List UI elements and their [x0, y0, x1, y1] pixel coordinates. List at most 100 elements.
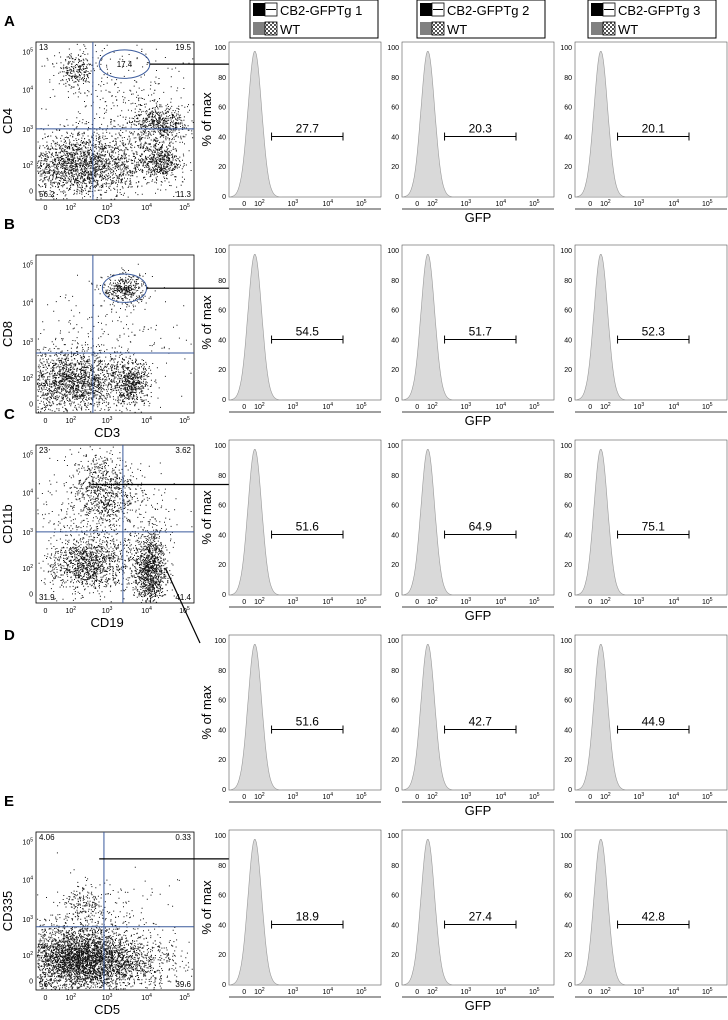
legend-swatch-wt-filled: [420, 22, 432, 35]
y-tick-label: 80: [391, 863, 399, 870]
x-tick-label: 103: [288, 597, 299, 606]
x-tick-label: 0: [44, 995, 48, 1002]
y-tick-label: 20: [218, 562, 226, 569]
x-axis-label: CD3: [94, 425, 120, 440]
y-tick-label: 100: [214, 833, 226, 840]
wt-histogram: [574, 51, 727, 198]
y-tick-label: 103: [22, 528, 33, 537]
positive-percentage: 54.5: [296, 325, 320, 339]
x-tick-label: 0: [415, 794, 419, 801]
x-tick-label: 0: [415, 201, 419, 208]
histogram-A-3: 20.1 0 20 40 60 80 100 0 102 103 104 105: [560, 42, 728, 210]
y-tick-label: 20: [391, 562, 399, 569]
x-tick-label: 102: [600, 597, 611, 606]
y-tick-label: 100: [387, 45, 399, 52]
y-tick-label: 100: [560, 248, 572, 255]
y-tick-label: 60: [218, 698, 226, 705]
legend-label-tg: CB2-GFPTg 3: [618, 3, 700, 18]
y-tick-label: 20: [391, 164, 399, 171]
y-tick-label: 20: [218, 952, 226, 959]
y-tick-label: 40: [218, 134, 226, 141]
x-tick-label: 105: [702, 402, 713, 411]
y-tick-label: 40: [391, 922, 399, 929]
y-tick-label: 60: [391, 698, 399, 705]
x-tick-label: 104: [496, 199, 507, 208]
panel-letter: C: [4, 406, 15, 423]
y-tick-label: 20: [564, 757, 572, 764]
y-tick-label: 40: [564, 337, 572, 344]
y-tick-label: 102: [22, 374, 33, 383]
positive-percentage: 51.6: [296, 715, 320, 729]
x-axis-label: CD3: [94, 212, 120, 227]
x-axis-label: GFP: [465, 998, 492, 1013]
y-tick-label: 105: [22, 450, 33, 459]
x-tick-label: 104: [323, 199, 334, 208]
histogram-C-1: 51.6 0 20 40 60 80 100 0 102 103 104 105 % of max: [199, 440, 382, 608]
y-tick-label: 80: [564, 863, 572, 870]
x-tick-label: 0: [415, 599, 419, 606]
x-tick-label: 103: [102, 606, 113, 615]
y-tick-label: 60: [391, 503, 399, 510]
x-tick-label: 103: [461, 597, 472, 606]
y-tick-label: 0: [29, 979, 33, 986]
y-tick-label: 60: [218, 308, 226, 315]
legend-swatch-wt-filled: [591, 22, 603, 35]
y-tick-label: 100: [560, 45, 572, 52]
legend-label-wt: WT: [280, 22, 300, 37]
x-tick-label: 0: [242, 404, 246, 411]
y-tick-label: 0: [568, 397, 572, 404]
x-tick-label: 0: [242, 599, 246, 606]
legend-box: CB2-GFPTg 3 WT: [587, 0, 717, 39]
x-tick-label: 104: [669, 597, 680, 606]
plot-frame: [35, 831, 195, 991]
y-tick-label: 60: [564, 503, 572, 510]
legend-swatch-wt-hatched: [264, 21, 278, 36]
x-tick-label: 104: [323, 987, 334, 996]
legend-swatch-tg-filled: [420, 3, 432, 16]
x-tick-label: 105: [702, 987, 713, 996]
x-tick-label: 104: [496, 402, 507, 411]
y-tick-label: 0: [222, 397, 226, 404]
y-tick-label: 20: [391, 757, 399, 764]
y-tick-label: 80: [564, 75, 572, 82]
y-tick-label: 40: [391, 134, 399, 141]
x-tick-label: 102: [65, 203, 76, 212]
x-tick-label: 102: [65, 416, 76, 425]
legend-label-tg: CB2-GFPTg 2: [447, 3, 529, 18]
x-tick-label: 102: [65, 993, 76, 1002]
x-tick-label: 103: [461, 987, 472, 996]
histogram-E-3: 42.8 0 20 40 60 80 100 0 102 103 104 105: [560, 830, 728, 998]
histogram-A-1: 27.7 0 20 40 60 80 100 0 102 103 104 105 % of max: [199, 42, 382, 210]
x-tick-label: 104: [669, 402, 680, 411]
x-tick-label: 103: [634, 199, 645, 208]
quadrant-value-lr: 11.3: [176, 190, 192, 199]
x-tick-label: 105: [702, 792, 713, 801]
x-tick-label: 0: [588, 404, 592, 411]
x-axis-label: GFP: [465, 803, 492, 818]
legend-label-tg: CB2-GFPTg 1: [280, 3, 362, 18]
x-tick-label: 104: [496, 987, 507, 996]
y-tick-label: 20: [218, 367, 226, 374]
x-tick-label: 105: [356, 199, 367, 208]
x-tick-label: 103: [102, 203, 113, 212]
y-tick-label: 80: [391, 473, 399, 480]
y-tick-label: 40: [218, 532, 226, 539]
y-tick-label: 0: [395, 397, 399, 404]
histogram-E-2: 27.4 0 20 40 60 80 100 0 102 103 104 105 GFP: [387, 830, 555, 1013]
y-tick-label: 20: [564, 562, 572, 569]
y-tick-label: 20: [564, 164, 572, 171]
y-axis-label: % of max: [199, 92, 214, 147]
y-tick-label: 80: [218, 278, 226, 285]
legend-swatch-tg-filled: [253, 3, 265, 16]
x-tick-label: 0: [588, 989, 592, 996]
y-tick-label: 0: [222, 592, 226, 599]
x-tick-label: 102: [427, 199, 438, 208]
y-tick-label: 100: [560, 833, 572, 840]
y-tick-label: 105: [22, 837, 33, 846]
dots: [37, 43, 194, 200]
y-tick-label: 100: [387, 443, 399, 450]
x-tick-label: 105: [179, 993, 190, 1002]
positive-percentage: 44.9: [642, 715, 666, 729]
y-tick-label: 40: [391, 727, 399, 734]
y-tick-label: 20: [391, 952, 399, 959]
